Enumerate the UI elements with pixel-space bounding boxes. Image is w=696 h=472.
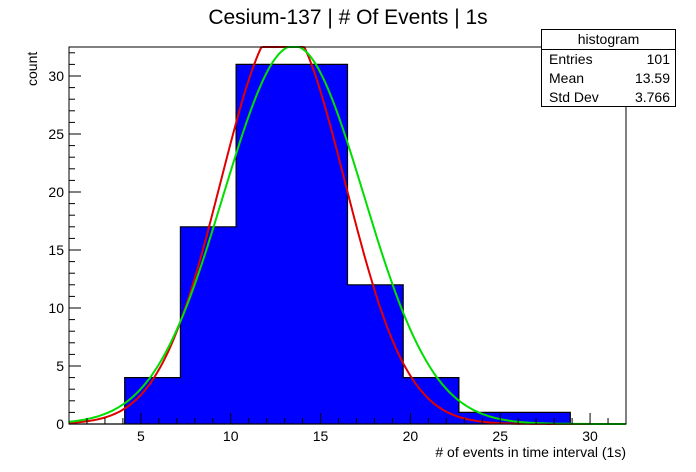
- y-tick-label: 25: [48, 126, 64, 142]
- x-tick-label: 20: [403, 428, 419, 444]
- x-tick-label: 10: [223, 428, 239, 444]
- y-tick-label: 20: [48, 184, 64, 200]
- stats-row-entries: Entries 101: [542, 50, 675, 69]
- fit-curve-1: [68, 46, 626, 425]
- stats-value: 13.59: [634, 70, 670, 86]
- plot-area: 5 10 15 20 25 30 0 5 10 15 20 25 30: [48, 46, 627, 444]
- stats-row-stddev: Std Dev 3.766: [542, 88, 675, 107]
- stats-value: 101: [646, 51, 670, 67]
- y-tick-label: 5: [56, 358, 64, 374]
- histogram-bars: [69, 63, 626, 425]
- stats-value: 3.766: [634, 89, 670, 105]
- x-tick-label: 5: [137, 428, 145, 444]
- y-tick-label: 0: [56, 416, 64, 432]
- stats-row-mean: Mean 13.59: [542, 69, 675, 88]
- stats-box: histogram Entries 101 Mean 13.59 Std Dev…: [541, 29, 676, 107]
- y-tick-label: 30: [48, 68, 64, 84]
- y-tick-label: 10: [48, 300, 64, 316]
- stats-label: Std Dev: [549, 89, 599, 105]
- stats-title: histogram: [542, 30, 675, 50]
- y-axis-label: count: [24, 52, 40, 86]
- x-tick-label: 15: [313, 428, 329, 444]
- x-tick-label: 25: [492, 428, 508, 444]
- stats-label: Mean: [549, 70, 585, 86]
- plot-frame: [68, 46, 627, 425]
- x-tick-label: 30: [582, 428, 598, 444]
- y-tick-label: 15: [48, 242, 64, 258]
- stats-label: Entries: [549, 51, 593, 67]
- chart-title: Cesium-137 | # Of Events | 1s: [208, 6, 487, 29]
- x-axis-label: # of events in time interval (1s): [435, 444, 626, 460]
